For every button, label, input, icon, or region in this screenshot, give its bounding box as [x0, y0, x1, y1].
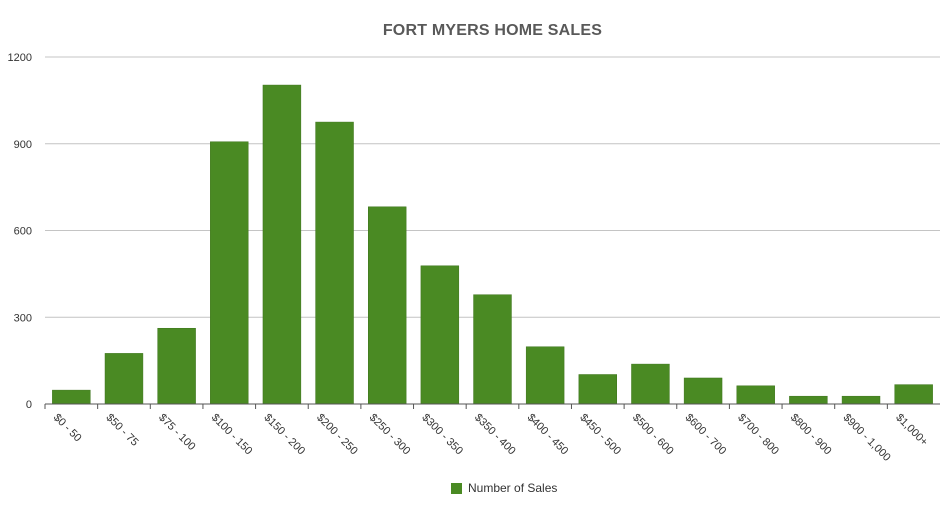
bar — [52, 389, 91, 405]
y-tick-label: 0 — [26, 399, 32, 411]
bar — [578, 374, 617, 405]
x-tick-label: $600 - 700 — [683, 412, 729, 458]
bar — [525, 346, 565, 405]
bar — [157, 327, 196, 405]
bar — [420, 265, 460, 405]
bar — [841, 395, 881, 405]
bar — [210, 141, 249, 405]
bar — [104, 353, 144, 405]
y-tick-label: 1200 — [8, 52, 32, 64]
bar — [736, 385, 775, 405]
x-tick-label: $900 - 1,000 — [841, 412, 893, 464]
x-tick-label: $150 - 200 — [261, 412, 307, 458]
bar — [262, 84, 302, 405]
bar — [789, 395, 828, 405]
x-tick-label: $200 - 250 — [314, 412, 360, 458]
y-tick-label: 600 — [14, 226, 32, 238]
y-tick-label: 900 — [14, 139, 32, 151]
x-tick-label: $1,000+ — [893, 412, 930, 449]
x-tick-label: $450 - 500 — [577, 412, 623, 458]
bar — [631, 363, 670, 405]
legend-label: Number of Sales — [468, 481, 558, 495]
bar — [368, 206, 407, 405]
x-tick-label: $250 - 300 — [367, 412, 413, 458]
x-tick-label: $500 - 600 — [630, 412, 676, 458]
x-tick-label: $75 - 100 — [156, 412, 197, 453]
x-tick-label: $50 - 75 — [104, 412, 141, 449]
x-tick-label: $800 - 900 — [788, 412, 834, 458]
legend: Number of Sales — [451, 481, 557, 495]
bar — [473, 294, 512, 405]
x-tick-label: $100 - 150 — [209, 412, 255, 458]
x-tick-label: $700 - 800 — [735, 412, 781, 458]
y-tick-label: 300 — [14, 312, 32, 324]
x-tick-label: $350 - 400 — [472, 412, 518, 458]
x-tick-label: $0 - 50 — [51, 412, 84, 445]
bar — [894, 384, 933, 405]
x-tick-label: $300 - 350 — [419, 412, 465, 458]
legend-swatch — [451, 482, 462, 494]
chart-title: FORT MYERS HOME SALES — [382, 22, 603, 39]
bar — [315, 121, 354, 405]
bar — [683, 377, 723, 405]
x-tick-label: $400 - 450 — [525, 412, 571, 458]
